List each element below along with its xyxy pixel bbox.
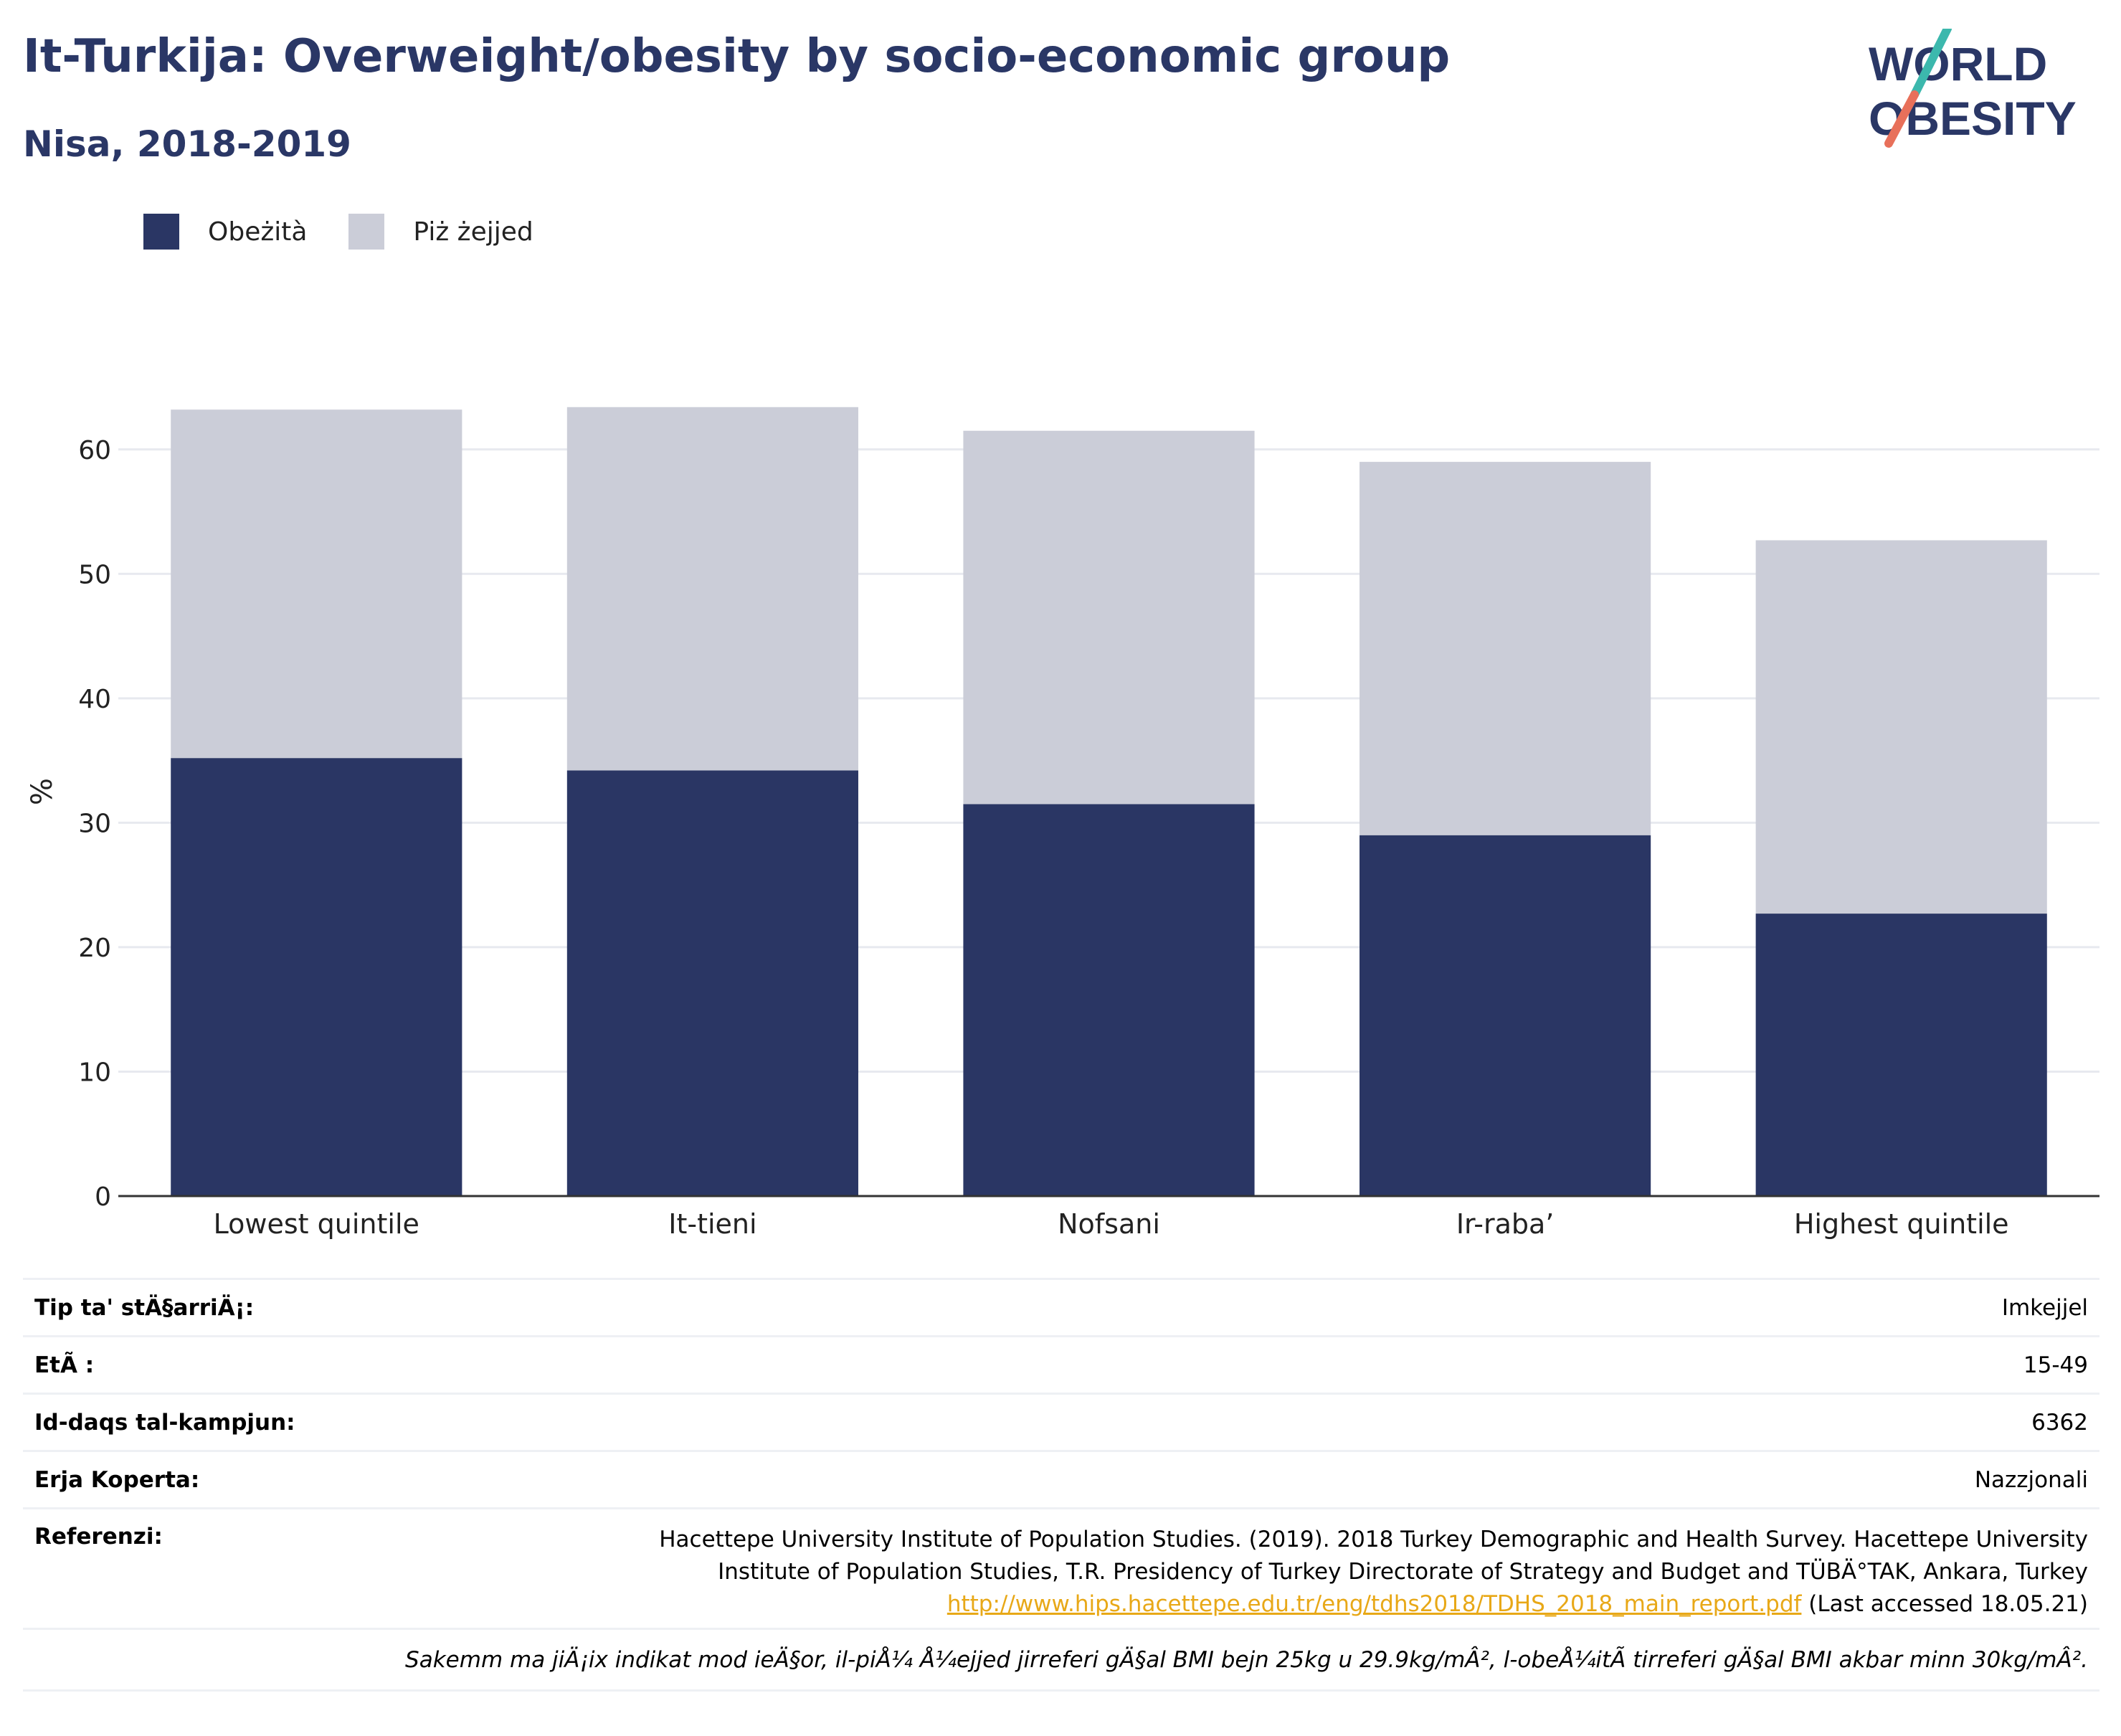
definition-note: Sakemm ma jiÄ¡ix indikat mod ieÄ§or, il-… bbox=[405, 1646, 2088, 1673]
info-row-area-covered: Erja Koperta: Nazzjonali bbox=[23, 1452, 2099, 1509]
y-axis-label: % bbox=[26, 778, 59, 805]
reference-line-1: Hacettepe University Institute of Popula… bbox=[659, 1527, 2088, 1552]
info-row-reference: Referenzi: Hacettepe University Institut… bbox=[23, 1509, 2099, 1630]
reference-text: Hacettepe University Institute of Popula… bbox=[659, 1524, 2088, 1621]
y-tick-label: 50 bbox=[78, 560, 111, 589]
x-tick-label: Lowest quintile bbox=[214, 1208, 419, 1240]
x-tick-label: It-tieni bbox=[668, 1208, 756, 1240]
bar-overweight bbox=[1755, 540, 2047, 914]
info-key-sample-size: Id-daqs tal-kampjun: bbox=[34, 1409, 295, 1436]
reference-line-2: Institute of Population Studies, T.R. Pr… bbox=[718, 1559, 2088, 1585]
chart-title: It-Turkija: Overweight/obesity by socio-… bbox=[23, 30, 1451, 83]
y-tick-label: 0 bbox=[95, 1182, 111, 1212]
bar-obesity bbox=[963, 804, 1255, 1196]
bar-obesity bbox=[1755, 914, 2047, 1196]
y-tick-label: 60 bbox=[78, 436, 111, 465]
reference-link[interactable]: http://www.hips.hacettepe.edu.tr/eng/tdh… bbox=[946, 1591, 1802, 1617]
info-value-sample-size: 6362 bbox=[2031, 1409, 2088, 1436]
bar-obesity bbox=[171, 758, 462, 1196]
info-value-survey-type: Imkejjel bbox=[2001, 1294, 2088, 1321]
bar-overweight bbox=[566, 407, 858, 771]
info-row-note: Sakemm ma jiÄ¡ix indikat mod ieÄ§or, il-… bbox=[23, 1630, 2099, 1692]
info-row-survey-type: Tip ta' stÄ§arriÄ¡: Imkejjel bbox=[23, 1280, 2099, 1337]
legend-item-overweight: Piż żejjed bbox=[348, 214, 533, 250]
info-value-area-covered: Nazzjonali bbox=[1974, 1466, 2088, 1493]
y-tick-label: 20 bbox=[78, 934, 111, 963]
legend-swatch-obesity bbox=[143, 214, 179, 250]
info-row-age: EtÃ : 15-49 bbox=[23, 1337, 2099, 1395]
chart-legend: Obeżità Piż żejjed bbox=[143, 214, 575, 250]
info-row-sample-size: Id-daqs tal-kampjun: 6362 bbox=[23, 1395, 2099, 1452]
x-tick-label: Highest quintile bbox=[1794, 1208, 2009, 1240]
info-table: Tip ta' stÄ§arriÄ¡: Imkejjel EtÃ : 15-49… bbox=[23, 1278, 2099, 1692]
y-tick-label: 30 bbox=[78, 809, 111, 838]
y-tick-label: 40 bbox=[78, 685, 111, 714]
legend-item-obesity: Obeżità bbox=[143, 214, 307, 250]
legend-label-overweight: Piż żejjed bbox=[413, 217, 533, 247]
y-tick-label: 10 bbox=[78, 1058, 111, 1087]
x-tick-label: Nofsani bbox=[1058, 1208, 1160, 1240]
info-key-area-covered: Erja Koperta: bbox=[34, 1466, 200, 1493]
logo-text-world: WORLD bbox=[1869, 37, 2047, 90]
bar-obesity bbox=[1360, 835, 1651, 1196]
info-key-survey-type: Tip ta' stÄ§arriÄ¡: bbox=[34, 1294, 255, 1321]
chart-subtitle: Nisa, 2018-2019 bbox=[23, 123, 351, 165]
stacked-bar-chart: 0 10 20 30 40 50 60% Lowest quintile It-tieni Nof… bbox=[26, 407, 2099, 1240]
logo-slash-teal bbox=[1910, 29, 1952, 99]
info-key-age: EtÃ : bbox=[34, 1352, 95, 1378]
info-value-age: 15-49 bbox=[2023, 1352, 2088, 1378]
logo-slash-coral bbox=[1884, 90, 1919, 148]
bar-overweight bbox=[963, 430, 1255, 805]
bar-obesity bbox=[566, 770, 858, 1196]
x-tick-label: Ir-raba’ bbox=[1456, 1208, 1555, 1240]
legend-swatch-overweight bbox=[348, 214, 385, 250]
legend-label-obesity: Obeżità bbox=[208, 217, 308, 247]
bar-overweight bbox=[171, 409, 462, 759]
world-obesity-logo: WORLD OBESITY bbox=[1869, 29, 2077, 148]
info-key-reference: Referenzi: bbox=[34, 1524, 163, 1550]
reference-accessed: (Last accessed 18.05.21) bbox=[1801, 1591, 2088, 1617]
bar-overweight bbox=[1360, 462, 1651, 835]
reference-line-3: http://www.hips.hacettepe.edu.tr/eng/tdh… bbox=[659, 1588, 2088, 1621]
